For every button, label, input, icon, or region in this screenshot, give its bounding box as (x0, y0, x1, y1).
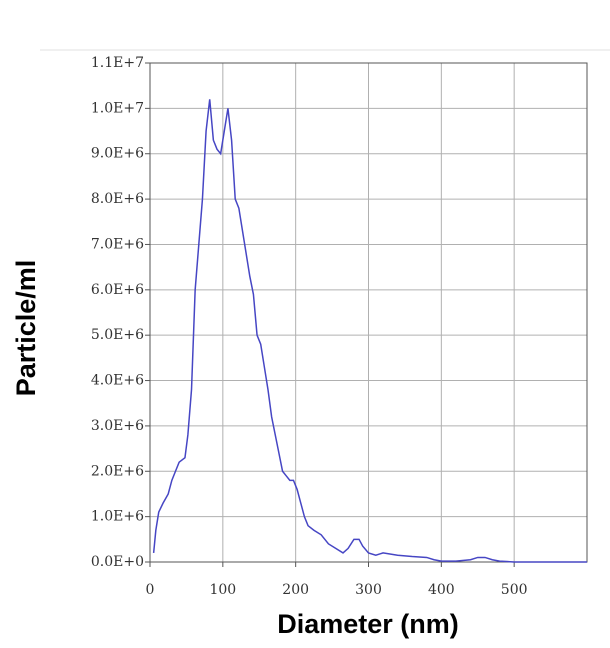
y-tick-label: 1.0E+7 (91, 100, 144, 116)
x-tick-label: 200 (282, 582, 309, 598)
x-tick-label: 300 (355, 582, 382, 598)
x-tick-label: 0 (146, 582, 155, 598)
y-tick-label: 6.0E+6 (91, 282, 144, 298)
y-tick-label: 3.0E+6 (91, 418, 144, 434)
y-tick-label: 8.0E+6 (91, 191, 144, 207)
y-tick-label: 0.0E+0 (91, 554, 144, 570)
x-tick-label: 400 (428, 582, 455, 598)
y-tick-label: 9.0E+6 (91, 146, 144, 162)
y-tick-label: 1.0E+6 (91, 509, 144, 525)
y-tick-label: 7.0E+6 (91, 236, 144, 252)
y-axis-label: Particle/ml (11, 260, 41, 397)
y-tick-label: 5.0E+6 (91, 327, 144, 343)
y-tick-label: 4.0E+6 (91, 373, 144, 389)
x-tick-label: 500 (501, 582, 528, 598)
plot-frame (149, 62, 588, 563)
data-line (152, 99, 587, 563)
y-tick-label: 2.0E+6 (91, 463, 144, 479)
x-axis-label: Diameter (nm) (277, 609, 459, 639)
x-tick-label: 100 (209, 582, 236, 598)
y-tick-label: 1.1E+7 (91, 55, 144, 71)
